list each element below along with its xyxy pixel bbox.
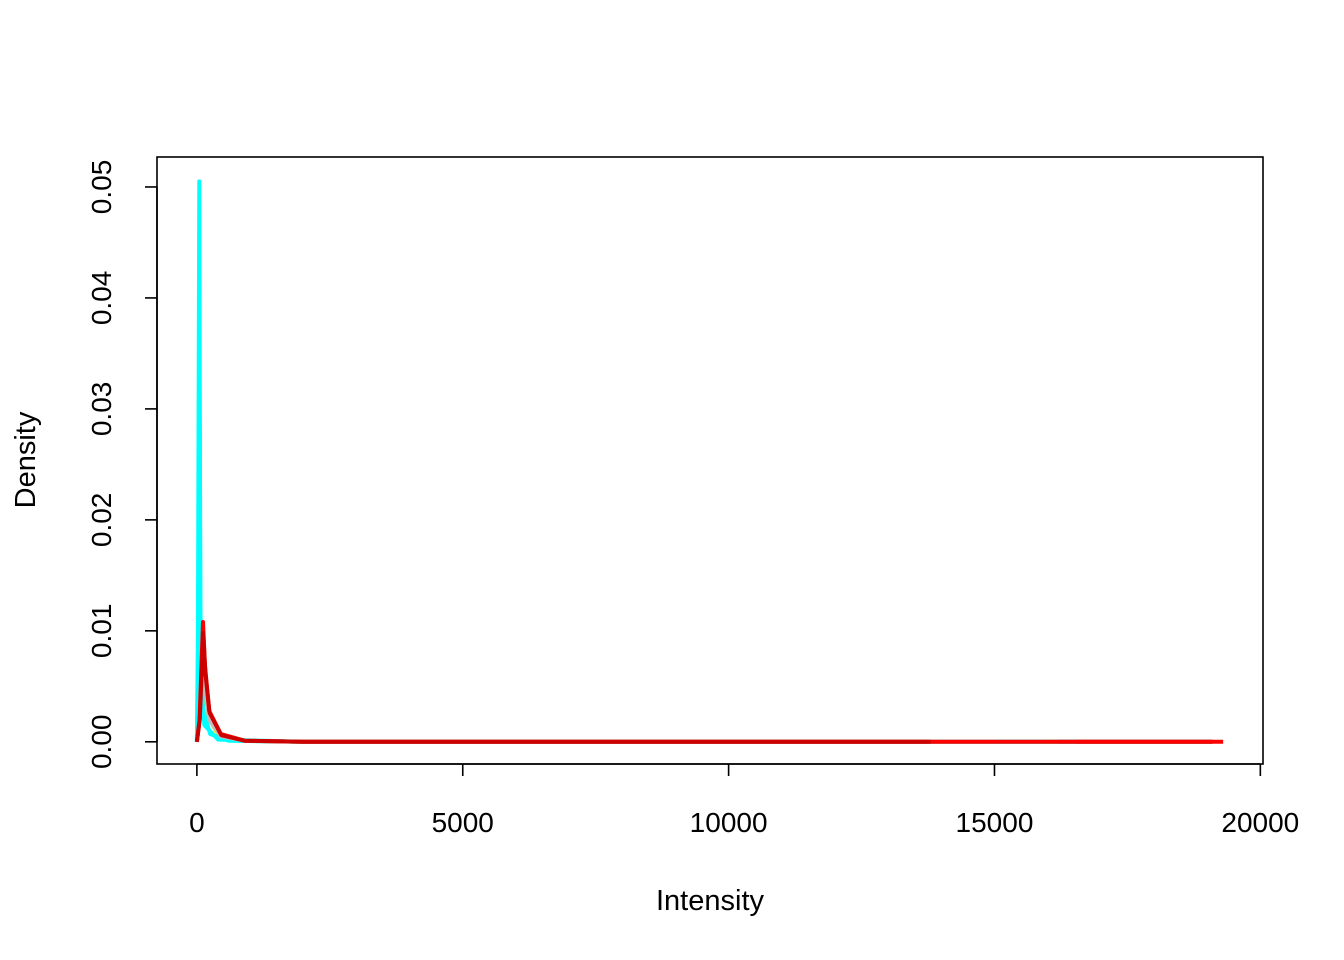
- y-tick-label: 0.04: [86, 271, 117, 326]
- y-tick-label: 0.05: [86, 160, 117, 215]
- y-axis: 0.00 0.01 0.02 0.03 0.04 0.05: [86, 160, 158, 770]
- x-tick-label: 5000: [432, 807, 494, 838]
- x-axis: 0 5000 10000 15000 20000: [189, 763, 1299, 838]
- x-tick-label: 20000: [1221, 807, 1299, 838]
- x-tick-label: 0: [189, 807, 205, 838]
- density-curve-7: [194, 631, 931, 744]
- y-tick-label: 0.00: [86, 715, 117, 770]
- y-axis-title: Density: [10, 411, 42, 508]
- y-tick-label: 0.02: [86, 493, 117, 548]
- x-tick-label: 15000: [956, 807, 1034, 838]
- x-tick-label: 10000: [690, 807, 768, 838]
- y-tick-label: 0.01: [86, 604, 117, 659]
- series-layer: [194, 179, 1224, 744]
- y-tick-label: 0.03: [86, 382, 117, 437]
- x-axis-title: Intensity: [656, 885, 764, 917]
